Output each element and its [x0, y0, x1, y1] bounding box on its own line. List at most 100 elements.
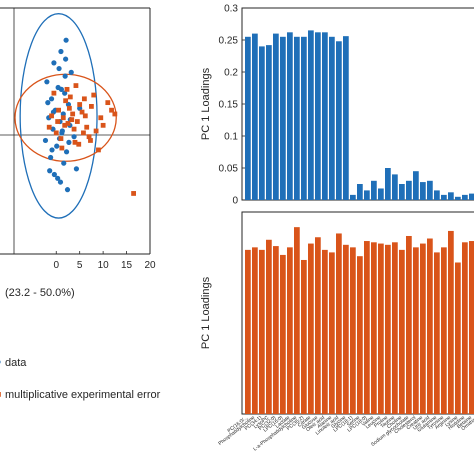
bar-top-10	[315, 32, 321, 200]
scatter-point-error-35	[88, 138, 93, 143]
bar-bottom-17	[364, 241, 370, 414]
bar-bottom-12	[329, 252, 335, 414]
scatter-point-error-18	[77, 102, 83, 107]
scatter-point-error-17	[72, 139, 78, 145]
bar-top-5	[280, 36, 286, 200]
scatter-point-error-32	[64, 86, 70, 92]
bar-bottom-11	[322, 249, 328, 414]
bar-top-11	[322, 32, 328, 200]
scatter-point-data-24	[57, 179, 64, 185]
legend-entry-multiplicative-error: multiplicative experimental error	[5, 389, 161, 401]
scatter-x-tick-label-0: 0	[53, 260, 59, 271]
bar-top-4	[273, 33, 279, 200]
scatter-point-error-8	[89, 104, 94, 109]
confidence-ellipse-0	[19, 13, 98, 219]
bar-top-2	[259, 46, 265, 201]
bar-top-y-tick-label-0: 0	[232, 196, 238, 207]
scatter-point-error-13	[53, 130, 59, 136]
bar-bottom-23	[406, 235, 412, 414]
scatter-point-data-23	[51, 171, 57, 178]
legend: data multiplicative experimental error	[5, 357, 161, 401]
scatter-point-data-34	[58, 86, 65, 92]
legend-markers	[0, 360, 1, 397]
bar-top-y-tick-label-6: 0.3	[224, 4, 238, 15]
bar-top-9	[308, 30, 314, 201]
bar-bottom-30	[455, 262, 461, 414]
bar-top-14	[343, 36, 349, 200]
bar-bottom-14	[343, 244, 349, 414]
scatter-point-data-3	[68, 69, 74, 75]
bar-bottom-13	[336, 233, 342, 414]
scatter-point-error-3	[65, 121, 71, 126]
scatter-point-data-19	[63, 149, 70, 155]
scatter-x-axis-label: (23.2 - 50.0%)	[5, 287, 75, 299]
bar-top-12	[329, 36, 335, 200]
legend-entry-data: data	[5, 357, 27, 369]
scatter-point-error-34	[81, 130, 86, 136]
scatter-point-data-7	[48, 96, 55, 102]
bar-top-17	[364, 190, 370, 200]
bar-bottom-26	[427, 238, 433, 414]
bar-bottom-32	[469, 241, 474, 414]
scatter-point-data-37	[50, 109, 57, 115]
bar-bottom-19	[378, 243, 384, 414]
scatter-point-data-18	[54, 143, 60, 149]
bar-top-19	[378, 188, 384, 200]
scatter-point-data-36	[66, 139, 72, 145]
scatter-point-error-2	[60, 115, 66, 121]
scatter-point-error-30	[55, 119, 61, 124]
scatter-point-data-28	[56, 65, 62, 72]
bar-bottom-20	[385, 244, 391, 414]
bar-bottom-4	[273, 246, 279, 414]
legend-marker-error	[0, 392, 1, 397]
bar-top-28	[441, 194, 447, 200]
scatter-point-data-14	[50, 126, 56, 132]
scatter-point-data-21	[61, 160, 67, 166]
pc1-loadings-bar-chart-bottom: PC(16:0/...PhosphatidylcholinePC(34:1)Ly…	[200, 211, 474, 452]
bar-bottom-18	[371, 242, 377, 414]
scatter-point-error-38	[46, 124, 52, 130]
bar-top-1	[252, 33, 258, 200]
legend-marker-data	[0, 360, 1, 364]
scatter-point-error-22	[51, 90, 57, 96]
bar-bottom-category-label-1: Phosphatidylcholine	[217, 415, 256, 447]
bar-top-16	[357, 184, 363, 200]
bar-top-y-tick-label-5: 0.25	[219, 36, 239, 47]
bar-bottom-y-axis-label: PC 1 Loadings	[200, 276, 212, 349]
scatter-point-error-10	[98, 115, 104, 121]
bar-top-21	[392, 174, 398, 200]
scatter-point-error-11	[105, 100, 111, 106]
scatter-point-error-23	[59, 145, 65, 151]
bar-bottom-28	[441, 247, 447, 414]
scatter-point-error-1	[56, 107, 61, 113]
scatter-point-data-27	[59, 128, 65, 134]
bar-top-8	[301, 36, 307, 200]
bar-top-31	[462, 194, 468, 200]
scatter-point-data-22	[73, 166, 80, 172]
scatter-point-data-6	[62, 90, 68, 96]
bar-top-32	[469, 193, 474, 200]
scatter-point-data-30	[49, 147, 55, 153]
scatter-point-error-26	[76, 141, 82, 147]
scatter-point-data-31	[63, 56, 69, 62]
scatter-point-error-16	[67, 94, 73, 100]
bar-bottom-3	[266, 239, 272, 414]
scatter-point-data-33	[47, 168, 53, 174]
scatter-x-tick-label-3: 15	[121, 260, 133, 271]
bar-bottom-31	[462, 242, 468, 414]
bar-bottom-7	[294, 227, 300, 414]
bar-top-y-tick-label-4: 0.2	[224, 68, 238, 79]
scatter-point-error-5	[74, 119, 80, 124]
bar-bottom-25	[420, 243, 426, 414]
scatter-point-error-20	[86, 134, 92, 140]
bar-bottom-24	[413, 247, 419, 414]
bar-top-24	[413, 171, 419, 200]
bar-bottom-9	[308, 243, 314, 414]
bar-top-3	[266, 45, 272, 201]
scatter-point-error-33	[69, 117, 75, 123]
scatter-point-data-17	[42, 137, 49, 144]
scatter-point-data-16	[71, 134, 77, 140]
scatter-point-error-39	[73, 83, 79, 88]
scatter-point-data-20	[48, 154, 54, 161]
